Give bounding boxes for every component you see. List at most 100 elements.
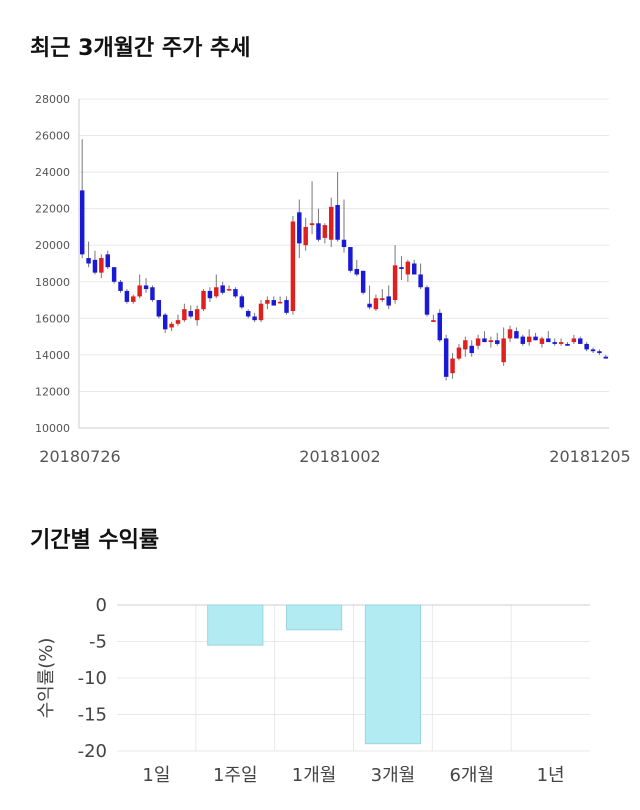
candle-body (303, 226, 308, 246)
candle-body (277, 301, 283, 304)
candle-body (118, 281, 123, 291)
candle-body (367, 303, 372, 308)
candle-body (156, 300, 162, 317)
y-tick-label: -20 (78, 741, 107, 762)
candle-body (335, 205, 340, 240)
candle-body (341, 239, 347, 248)
x-tick-label: 20180726 (39, 447, 120, 466)
candle-body (214, 287, 219, 297)
candle-body (501, 338, 506, 363)
candle-body (348, 247, 353, 271)
candle-body (220, 285, 225, 293)
candle-body (99, 258, 104, 273)
y-tick-label: -5 (89, 632, 107, 653)
return-bar (285, 604, 343, 631)
y-tick-label: 10000 (35, 422, 70, 435)
candle-body (565, 343, 570, 346)
y-tick-label: 0 (96, 595, 107, 616)
candle-body (424, 287, 430, 315)
y-tick-label: 14000 (35, 349, 70, 362)
period-return-title: 기간별 수익률 (30, 528, 160, 553)
candle-body (482, 338, 487, 343)
candle-body (488, 340, 494, 343)
y-axis-label: 수익률(%) (36, 638, 57, 719)
candle-body (252, 316, 257, 321)
y-tick-label: 28000 (35, 93, 70, 106)
candle-body (169, 323, 174, 328)
candle-body (297, 212, 302, 244)
candle-body (271, 300, 276, 306)
y-tick-label: 20000 (35, 239, 70, 252)
candle-body (603, 356, 609, 359)
x-tick-label: 6개월 (449, 765, 494, 786)
candle-body (265, 300, 270, 304)
candle-body (194, 309, 200, 321)
x-tick-label: 20181002 (299, 447, 380, 466)
candle-body (328, 206, 334, 240)
candle-body (571, 338, 577, 343)
candle-body (150, 287, 155, 301)
candle-body (597, 351, 602, 354)
y-tick-label: 26000 (35, 130, 70, 143)
candle-body (373, 298, 379, 310)
candle-body (290, 221, 296, 312)
candle-body (245, 311, 251, 317)
candle-body (162, 314, 168, 330)
candle-body (552, 342, 557, 344)
candle-body (316, 223, 321, 240)
candle-body (360, 270, 366, 293)
candle-body (92, 259, 98, 273)
candle-body (469, 345, 474, 354)
y-tick-label: 22000 (35, 203, 70, 216)
candle-body (86, 258, 91, 264)
x-tick-label: 1일 (142, 765, 170, 786)
candle-body (392, 265, 398, 301)
y-tick-label: 12000 (35, 385, 70, 398)
candle-body (450, 358, 455, 374)
candle-body (386, 296, 391, 306)
candle-body (309, 223, 315, 226)
y-tick-label: 18000 (35, 276, 70, 289)
candle-body (495, 340, 500, 344)
candle-body (239, 296, 245, 308)
y-tick-label: -15 (78, 705, 107, 726)
candle-body (578, 338, 583, 344)
x-tick-label: 1주일 (213, 765, 258, 786)
candle-body (284, 300, 289, 313)
candle-body (514, 331, 519, 339)
stock-trend-title: 최근 3개월간 주가 추세 (30, 36, 251, 61)
candle-body (207, 290, 213, 299)
x-tick-label: 1년 (537, 765, 565, 786)
candle-body (418, 274, 423, 288)
candle-body (475, 338, 481, 346)
candle-body (405, 261, 411, 275)
candle-body (182, 309, 187, 321)
x-tick-label: 3개월 (371, 765, 416, 786)
candle-body (111, 267, 117, 282)
candle-body (322, 225, 328, 238)
candle-body (558, 342, 564, 344)
candle-body (226, 289, 232, 291)
candle-body (507, 329, 513, 339)
candle-body (380, 298, 385, 301)
candle-body (412, 263, 417, 275)
candle-body (258, 303, 264, 321)
candle-body (131, 296, 136, 302)
candle-body (526, 336, 532, 343)
candlestick-chart: 10000 12000 14000 16000 18000 20000 22000 24000… (35, 93, 631, 466)
candle-body (584, 343, 589, 350)
candle-body (79, 190, 85, 255)
candle-body (539, 338, 545, 344)
y-tick-label: 16000 (35, 312, 70, 325)
candle-body (546, 338, 551, 343)
candle-body (105, 254, 110, 268)
candle-body (175, 320, 181, 324)
return-bar (364, 604, 422, 745)
candle-body (456, 347, 462, 359)
candle-body (590, 349, 596, 352)
candle-body (520, 336, 526, 344)
candle-body (188, 311, 193, 317)
candle-body (137, 285, 142, 297)
candle-body (443, 338, 449, 377)
